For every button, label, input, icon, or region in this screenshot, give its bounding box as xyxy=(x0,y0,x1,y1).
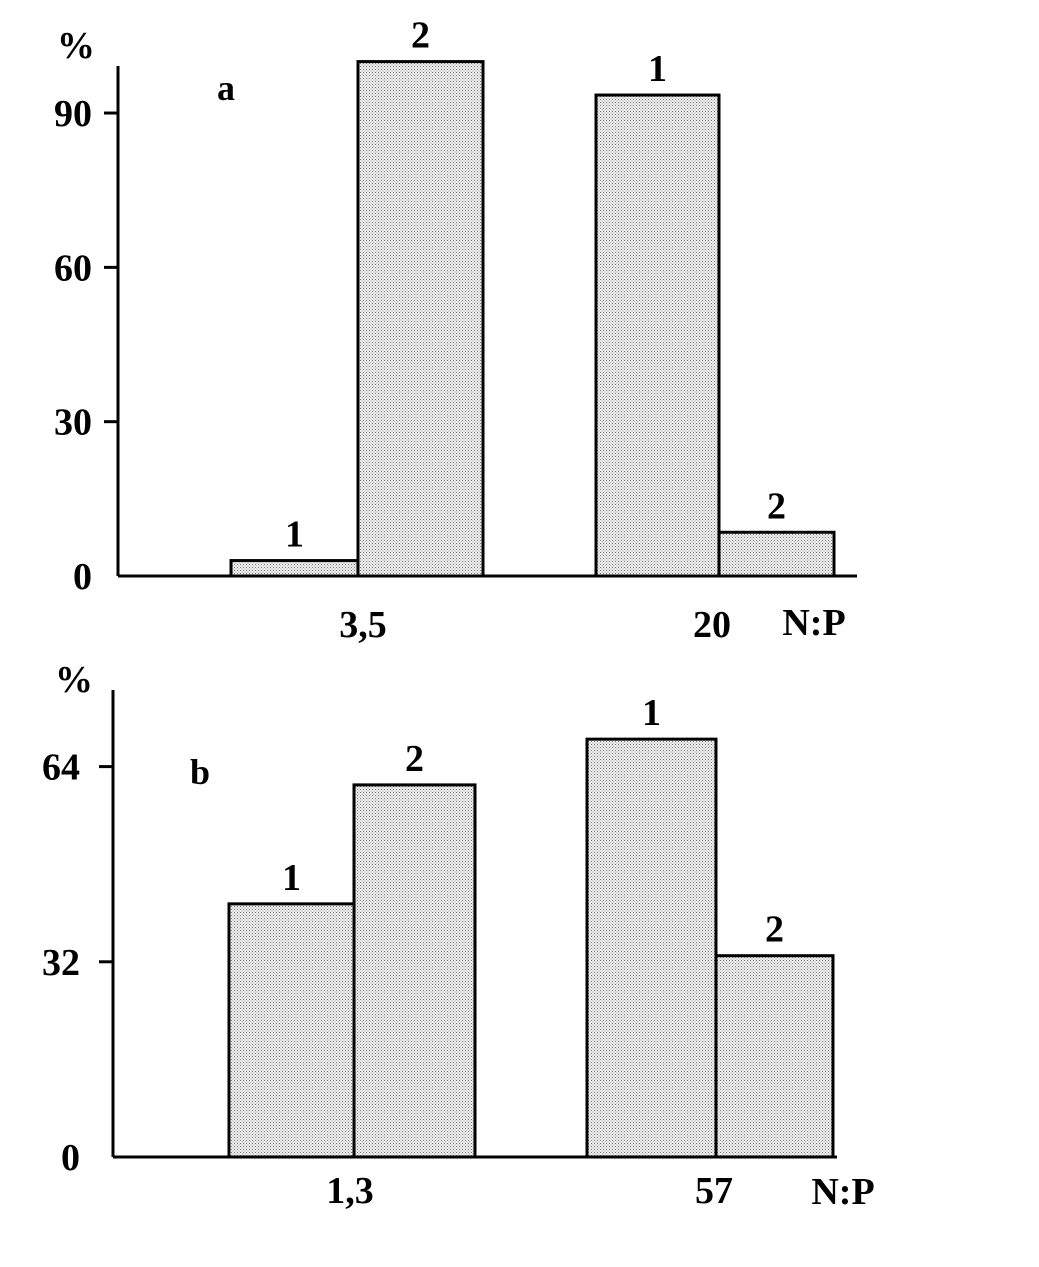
series-label: 1 xyxy=(282,857,301,899)
bar-20-series-1 xyxy=(594,93,721,578)
series-label: 2 xyxy=(765,909,784,951)
bar-1,3-series-2 xyxy=(352,783,477,1159)
panel-a-unit-label: % xyxy=(57,25,95,67)
series-label: 1 xyxy=(648,48,667,90)
category-label: 1,3 xyxy=(326,1170,374,1212)
bar-1,3-series-1 xyxy=(227,902,356,1159)
panel-a-y-ticks: 0 30 60 90 xyxy=(54,93,118,598)
category-label: 20 xyxy=(693,604,731,646)
panel-b-category-labels: 1,3 57 xyxy=(326,1170,733,1212)
category-label: 3,5 xyxy=(339,604,387,646)
bar-20-series-2 xyxy=(717,530,836,578)
y-tick-label: 90 xyxy=(54,93,92,135)
panel-a-x-axis-label: N:P xyxy=(782,602,845,644)
y-tick-label: 0 xyxy=(61,1137,80,1179)
panel-b-series-labels: 1 2 1 2 xyxy=(282,692,784,951)
panel-a-bars xyxy=(229,60,836,578)
bar-3,5-series-1 xyxy=(229,559,360,578)
series-label: 1 xyxy=(642,692,661,734)
y-tick-label: 32 xyxy=(42,942,80,984)
panel-b-bars xyxy=(227,737,835,1159)
panel-b-label: b xyxy=(190,752,210,792)
panel-a-series-labels: 1 2 1 2 xyxy=(285,15,786,556)
panel-b: % b N:P 0 32 64 1 2 1 2 1,3 57 xyxy=(42,659,875,1213)
series-label: 2 xyxy=(405,738,424,780)
y-tick-label: 0 xyxy=(73,556,92,598)
bar-3,5-series-2 xyxy=(356,60,485,578)
category-label: 57 xyxy=(695,1170,733,1212)
panel-b-y-ticks: 0 32 64 xyxy=(42,747,113,1179)
y-tick-label: 64 xyxy=(42,747,80,789)
y-tick-label: 30 xyxy=(54,402,92,444)
panel-a-label: a xyxy=(217,68,235,108)
y-tick-label: 60 xyxy=(54,247,92,289)
bar-57-series-1 xyxy=(585,737,718,1159)
panel-b-x-axis-label: N:P xyxy=(811,1171,874,1213)
panel-b-unit-label: % xyxy=(55,659,93,701)
panel-a-category-labels: 3,5 20 xyxy=(339,604,731,646)
bar-57-series-2 xyxy=(714,954,835,1159)
panel-a: % a N:P 0 30 60 90 1 2 1 2 3,5 20 xyxy=(54,15,857,646)
series-label: 2 xyxy=(767,485,786,527)
series-label: 1 xyxy=(285,514,304,556)
series-label: 2 xyxy=(411,15,430,57)
